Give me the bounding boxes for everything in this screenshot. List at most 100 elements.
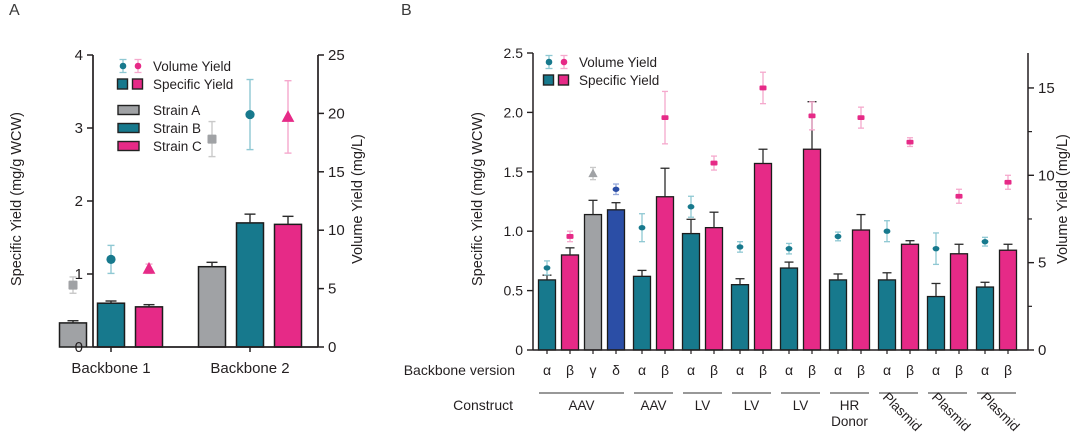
volume-point-circle: [687, 204, 695, 210]
strain-b-swatch-icon: [117, 122, 140, 134]
panel-a-legend: Volume Yield Specific Yield Strain A Str…: [114, 57, 233, 155]
row-label-construct: Construct: [453, 397, 513, 413]
bar-plasmid-β: [998, 249, 1018, 351]
construct-label: Plasmid: [880, 390, 925, 435]
strain-a-swatch-icon: [117, 104, 140, 116]
y-tick-label: 20: [328, 105, 345, 122]
panel-b: B α β γ δ AAV α β AAV α β LV α β LV α β LV α β HR Donor α β Pla…: [400, 0, 1080, 446]
bar-hr-donor-β: [851, 229, 871, 351]
teal-square-icon: [116, 78, 129, 90]
backbone-version-label: β: [955, 362, 963, 378]
backbone-version-label: α: [736, 362, 744, 378]
volume-point-square: [759, 85, 767, 91]
legend-label: Volume Yield: [579, 54, 658, 70]
y-tick-label: 2.5: [504, 45, 524, 61]
construct-label: LV: [744, 398, 760, 413]
specific-yield-marker-icon: [542, 74, 570, 86]
teal-dot-icon: [545, 58, 553, 66]
legend-label: Specific Yield: [579, 72, 660, 88]
volume-point-circle: [612, 186, 620, 192]
bar-aav-γ: [583, 213, 603, 351]
bar-lv-α: [779, 267, 799, 351]
bar-strain-a: [197, 265, 227, 348]
backbone-version-label: α: [932, 362, 940, 378]
bar-lv-β: [704, 226, 724, 351]
y-tick-label: 3: [75, 120, 83, 137]
panel-b-right-axis-title: Volume Yield (mg/L): [1055, 134, 1071, 264]
y-tick-label: 1.0: [504, 223, 524, 239]
backbone-version-label: β: [857, 362, 865, 378]
backbone-version-label: α: [883, 362, 891, 378]
panel-a: A 0 1 2 3 4 0 5 10 15 20 25 Backbone 1 Backbone 2 Sp…: [0, 0, 400, 446]
pink-square-icon: [557, 74, 570, 86]
legend-label: Specific Yield: [153, 76, 234, 92]
backbone-version-label: α: [834, 362, 842, 378]
backbone-version-label: α: [638, 362, 646, 378]
volume-point-square: [808, 113, 816, 119]
bar-plasmid-α: [975, 286, 995, 351]
pink-swatch: [117, 140, 140, 152]
y-tick-label: 0: [515, 342, 523, 358]
volume-point-triangle: [281, 110, 295, 122]
legend-label: Strain A: [153, 102, 201, 118]
y-tick-label: 0: [328, 339, 336, 356]
volume-point-circle: [638, 225, 646, 231]
backbone-version-label: δ: [612, 362, 620, 378]
construct-label: LV: [793, 398, 809, 413]
bar-plasmid-α: [877, 279, 897, 351]
y-tick-label: 15: [1038, 80, 1055, 97]
construct-label: Plasmid: [978, 390, 1023, 435]
volume-point-circle: [245, 109, 255, 120]
construct-label: HR: [840, 398, 860, 413]
backbone-version-label: β: [661, 362, 669, 378]
backbone-version-label: α: [687, 362, 695, 378]
volume-point-circle: [543, 265, 551, 271]
legend-item-strain-c: Strain C: [114, 137, 233, 155]
teal-swatch: [117, 122, 140, 134]
bar-strain-c: [273, 223, 303, 348]
volume-point-circle: [736, 244, 744, 250]
bar-plasmid-β: [900, 243, 920, 351]
volume-point-square: [68, 280, 78, 290]
construct-label: LV: [695, 398, 711, 413]
volume-point-circle: [834, 233, 842, 240]
legend-item-strain-a: Strain A: [114, 101, 233, 119]
backbone-version-label: β: [808, 362, 816, 378]
y-tick-label: 0: [75, 339, 83, 356]
legend-label: Strain C: [153, 138, 202, 154]
volume-point-square: [566, 234, 574, 239]
pink-dot-icon: [560, 58, 568, 66]
bar-aav-α: [632, 275, 652, 351]
x-category-label: Backbone 2: [210, 360, 289, 377]
legend-gap: [114, 93, 233, 101]
volume-point-square: [906, 139, 914, 145]
volume-point-triangle: [588, 168, 598, 178]
volume-point-triangle: [142, 261, 156, 274]
backbone-version-label: α: [543, 362, 551, 378]
y-tick-label: 1.5: [504, 164, 524, 180]
backbone-version-label: β: [1004, 362, 1012, 378]
legend-item-specific-yield: Specific Yield: [540, 71, 659, 89]
bar-aav-δ: [606, 209, 626, 351]
row-label-backbone-version: Backbone version: [404, 362, 515, 378]
legend-item-volume-yield: Volume Yield: [114, 57, 233, 75]
backbone-version-label: γ: [590, 362, 597, 378]
y-tick-label: 1: [75, 266, 83, 283]
backbone-version-label: β: [759, 362, 767, 378]
x-category-label: Backbone 1: [71, 360, 150, 377]
volume-point-circle: [785, 245, 793, 252]
volume-point-square: [955, 193, 963, 199]
volume-point-square: [207, 134, 217, 144]
gray-swatch: [117, 104, 140, 116]
legend-label: Volume Yield: [153, 58, 232, 74]
panel-b-legend: Volume Yield Specific Yield: [540, 53, 659, 89]
y-tick-label: 2.0: [504, 104, 524, 120]
teal-dot-icon: [119, 62, 127, 70]
bar-lv-β: [802, 148, 822, 351]
panel-a-left-axis-title: Specific Yield (mg/g WCW): [9, 111, 25, 287]
bar-strain-b: [96, 302, 126, 348]
volume-point-circle: [981, 238, 989, 245]
construct-label: AAV: [568, 398, 594, 413]
backbone-version-label: α: [785, 362, 793, 378]
